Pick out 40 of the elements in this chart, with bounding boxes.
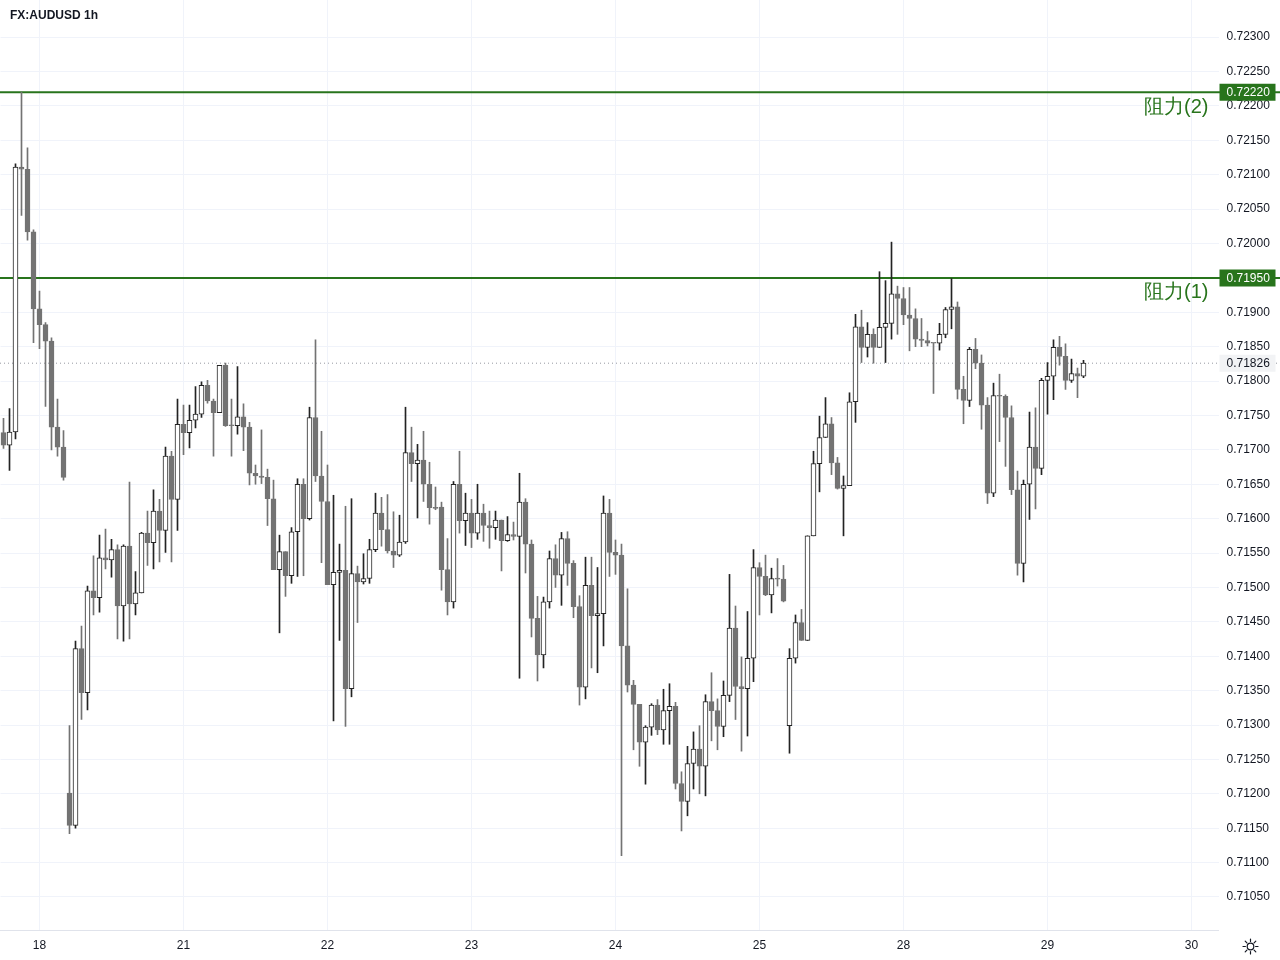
y-tick-label: 0.71850 — [1226, 339, 1271, 353]
y-tick-label: 0.71800 — [1226, 373, 1271, 388]
y-tick-label: 0.71500 — [1226, 579, 1271, 594]
y-tick-label: 0.72300 — [1226, 29, 1271, 44]
y-tick-label: 0.72150 — [1226, 132, 1271, 147]
x-tick-label: 21 — [176, 937, 191, 952]
annotation: 0.71826 — [1226, 356, 1271, 371]
y-tick-label: 0.71400 — [1226, 648, 1271, 663]
y-tick-label: 0.72000 — [1226, 235, 1271, 250]
y-tick-label: 0.71650 — [1226, 476, 1271, 491]
x-tick-label: 22 — [320, 937, 335, 952]
ref-line-label: 阻力(1) — [1144, 280, 1209, 303]
x-tick-label: 25 — [752, 937, 767, 952]
annotation: 0.71950 — [1226, 270, 1271, 285]
y-tick-label: 0.71450 — [1226, 614, 1271, 629]
y-tick-label: 0.71250 — [1226, 751, 1271, 766]
y-tick-label: 0.72100 — [1226, 167, 1271, 182]
y-tick-label: 0.72200 — [1226, 98, 1271, 113]
y-tick-label: 0.71150 — [1226, 820, 1270, 835]
y-tick-label: 0.72050 — [1226, 201, 1271, 216]
x-tick-label: 28 — [896, 937, 911, 952]
x-tick-label: 18 — [32, 937, 47, 952]
y-tick-label: 0.71300 — [1226, 717, 1271, 732]
y-tick-label: 0.71350 — [1226, 682, 1271, 697]
y-tick-label: 0.71050 — [1226, 889, 1271, 904]
x-tick-label: 24 — [608, 937, 623, 952]
x-tick-label: 23 — [464, 937, 479, 952]
x-tick-label: 30 — [1184, 937, 1199, 952]
y-tick-label: 0.71550 — [1226, 545, 1271, 560]
ref-line-label: 阻力(2) — [1144, 94, 1209, 117]
y-tick-label: 0.71200 — [1226, 786, 1271, 801]
annotation: 0.72220 — [1226, 84, 1271, 99]
x-tick-label: 29 — [1040, 937, 1055, 952]
y-tick-label: 0.71900 — [1226, 304, 1271, 319]
y-tick-label: 0.72250 — [1226, 63, 1271, 78]
y-tick-label: 0.71750 — [1226, 407, 1271, 422]
y-tick-label: 0.71600 — [1226, 510, 1271, 525]
text: FX:AUDUSD 1h — [10, 8, 99, 22]
y-tick-label: 0.71100 — [1226, 854, 1270, 869]
y-tick-label: 0.71700 — [1226, 442, 1271, 457]
